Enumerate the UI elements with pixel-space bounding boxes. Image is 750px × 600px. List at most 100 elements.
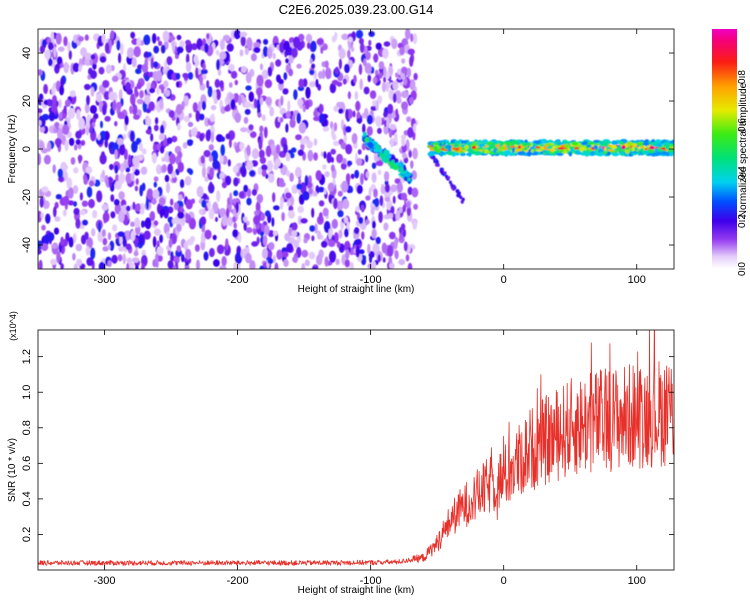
spectrogram-cell xyxy=(102,212,110,223)
spectrogram-cell xyxy=(105,130,110,141)
spectrogram-cell xyxy=(128,261,134,269)
colorbar-cell xyxy=(712,267,737,270)
spectrogram-cell xyxy=(79,192,83,201)
spectrogram-cell xyxy=(199,133,204,142)
colorbar-cell xyxy=(712,221,737,224)
spectrogram-cell xyxy=(54,216,61,222)
spectrogram-cell xyxy=(358,249,365,255)
spectrogram-cell xyxy=(333,140,340,146)
spectrogram-cell xyxy=(193,54,199,64)
spectrogram-cell xyxy=(239,49,244,57)
spectrogram-cell xyxy=(76,258,83,267)
colorbar-cell xyxy=(712,117,737,120)
spectrogram-cell xyxy=(51,104,58,113)
spectrogram-cell xyxy=(260,63,263,71)
spectrogram-cell xyxy=(564,143,571,149)
spectrogram-cell xyxy=(309,69,315,75)
spectrogram-cell xyxy=(311,235,315,242)
spectrogram-cell xyxy=(135,264,139,269)
spectrogram-cell xyxy=(599,151,603,156)
spectrogram-cell xyxy=(59,85,65,96)
spectrogram-cell xyxy=(239,142,245,151)
spectrogram-cell xyxy=(228,63,235,72)
spectrogram-cell xyxy=(365,195,371,201)
spectrogram-cell xyxy=(173,202,179,211)
spectrogram-cell xyxy=(625,147,630,150)
spectrogram-cell xyxy=(381,81,387,93)
spectrogram-cell xyxy=(364,62,372,74)
colorbar-cell xyxy=(712,169,737,172)
colorbar-cell xyxy=(712,227,737,230)
spectrogram-cell xyxy=(475,151,484,155)
spectrogram-cell xyxy=(377,254,381,263)
spectrogram-cell xyxy=(377,95,383,105)
spectrogram-cell xyxy=(402,228,406,238)
spectrogram-cell xyxy=(494,142,499,145)
spectrogram-cell xyxy=(134,185,139,192)
spectrogram-cell xyxy=(401,137,406,147)
spectrogram-cell xyxy=(72,62,80,73)
spectrogram-cell xyxy=(177,151,183,159)
spectrogram-cell xyxy=(251,241,259,247)
spectrogram-cell xyxy=(159,208,166,216)
spectrogram-cell xyxy=(504,149,511,155)
spectrogram-cell xyxy=(349,261,354,269)
spectrogram-cell xyxy=(619,141,624,146)
spectrogram-cell xyxy=(296,63,302,69)
spectrogram-cell xyxy=(267,66,273,77)
spectrogram-cell xyxy=(383,126,389,135)
spectrogram-cell xyxy=(268,242,275,251)
spectrogram-cell xyxy=(63,105,67,114)
spectrogram-cell xyxy=(611,152,620,157)
spectrogram-cell xyxy=(287,100,291,112)
spectrogram-cell xyxy=(84,34,89,41)
spectrogram-cell xyxy=(263,224,270,236)
spectrogram-cell xyxy=(545,150,551,154)
spectrogram-cell xyxy=(381,242,387,254)
colorbar-cell xyxy=(712,127,737,130)
spectrogram-y-label: Frequency (Hz) xyxy=(7,115,18,184)
colorbar-tick-label: 0.2 xyxy=(737,214,748,228)
spectrogram-cell xyxy=(315,170,322,181)
spectrogram-cell xyxy=(388,256,393,264)
spectrogram-cell xyxy=(101,229,106,238)
spectrogram-cell xyxy=(210,105,217,111)
spectrogram-cell xyxy=(302,190,310,201)
spectrogram-cell xyxy=(304,259,310,267)
spectrogram-cell xyxy=(245,85,252,91)
spectrogram-cell xyxy=(80,140,86,146)
spectrogram-cell xyxy=(141,262,145,269)
spectrogram-cell xyxy=(624,148,630,154)
spectrogram-cell xyxy=(151,152,157,164)
spectrogram-cell xyxy=(593,139,600,143)
spectrogram-cell xyxy=(157,254,163,262)
spectrogram-cell xyxy=(110,30,115,40)
spectrogram-cell xyxy=(317,83,322,91)
spectrogram-cell xyxy=(365,154,369,163)
x-tick-label: -300 xyxy=(94,274,116,286)
spectrogram-cell xyxy=(320,45,324,54)
spectrogram-cell xyxy=(261,114,266,122)
spectrogram-cell xyxy=(108,91,116,101)
spectrogram-cell xyxy=(610,144,617,149)
spectrogram-cell xyxy=(363,108,369,119)
colorbar-cell xyxy=(712,101,737,104)
spectrogram-cell xyxy=(283,259,289,267)
spectrogram-cell xyxy=(519,153,526,156)
spectrogram-cell xyxy=(111,75,119,83)
spectrogram-cell xyxy=(135,178,139,186)
spectrogram-cell xyxy=(324,60,329,69)
spectrogram-cell xyxy=(130,31,136,39)
spectrogram-cell xyxy=(201,74,207,80)
spectrogram-cell xyxy=(491,143,496,148)
spectrogram-cell xyxy=(355,206,360,213)
spectrogram-cell xyxy=(330,121,334,130)
spectrogram-cell xyxy=(159,145,165,154)
spectrogram-cell xyxy=(98,262,106,269)
spectrogram-cell xyxy=(237,233,242,243)
spectrogram-cell xyxy=(122,253,126,265)
spectrogram-cell xyxy=(234,79,238,86)
spectrogram-cell xyxy=(192,102,198,113)
spectrogram-cell xyxy=(234,112,242,123)
spectrogram-cell xyxy=(338,48,346,60)
